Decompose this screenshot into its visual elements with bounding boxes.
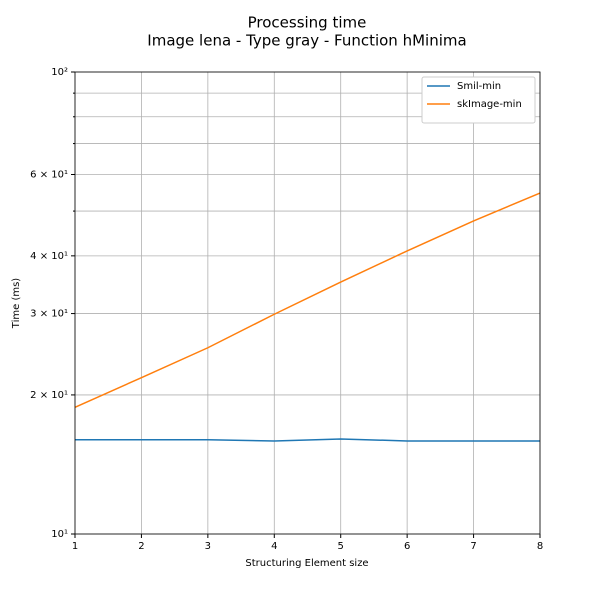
y-tick-label: 10² bbox=[51, 67, 68, 78]
y-tick-label: 2 × 10¹ bbox=[30, 390, 68, 401]
x-tick-label: 3 bbox=[205, 541, 211, 552]
x-tick-label: 1 bbox=[72, 541, 78, 552]
data-line bbox=[74, 192, 541, 409]
x-tick-label: 7 bbox=[470, 541, 476, 552]
y-tick-label: 4 × 10¹ bbox=[30, 251, 68, 262]
legend-box bbox=[421, 76, 536, 124]
x-tick-label: 2 bbox=[138, 541, 144, 552]
data-line bbox=[75, 438, 540, 442]
y-tick-label: 6 × 10¹ bbox=[30, 169, 68, 180]
legend-label: skImage-min bbox=[457, 99, 522, 110]
x-tick-label: 5 bbox=[338, 541, 344, 552]
y-axis-label: Time (ms) bbox=[11, 278, 22, 330]
x-axis-label: Structuring Element size bbox=[245, 558, 368, 569]
y-tick-label: 3 × 10¹ bbox=[30, 309, 68, 320]
x-tick-label: 4 bbox=[271, 541, 277, 552]
legend-label: Smil-min bbox=[457, 81, 501, 92]
plot-frame bbox=[74, 71, 541, 535]
chart-subtitle: Image lena - Type gray - Function hMinim… bbox=[147, 32, 466, 50]
chart-title: Processing time bbox=[248, 14, 367, 32]
y-tick-label: 10¹ bbox=[51, 529, 68, 540]
x-tick-label: 8 bbox=[537, 541, 543, 552]
x-tick-label: 6 bbox=[404, 541, 410, 552]
